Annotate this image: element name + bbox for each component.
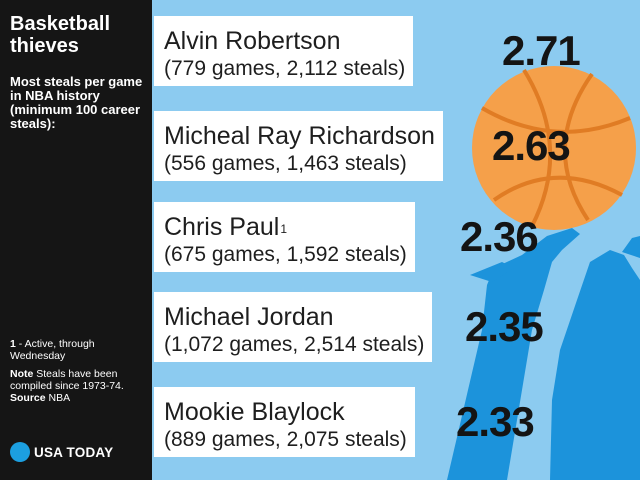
value-label: 2.63 bbox=[492, 122, 571, 169]
player-detail: (1,072 games, 2,514 steals) bbox=[164, 333, 425, 356]
footnote-marker: 1 bbox=[10, 338, 16, 350]
player-detail: (675 games, 1,592 steals) bbox=[164, 243, 407, 266]
player-name: Chris Paul1 bbox=[164, 213, 288, 241]
value-label: 2.35 bbox=[465, 303, 544, 350]
usa-today-logo-icon bbox=[10, 442, 30, 462]
note: Note Steals have been compiled since 197… bbox=[10, 368, 148, 404]
bar-row: Alvin Robertson (779 games, 2,112 steals) bbox=[154, 16, 413, 86]
note-label: Note bbox=[10, 368, 34, 380]
basketball-icon bbox=[472, 66, 636, 230]
usa-today-logo: USA TODAY bbox=[10, 442, 113, 462]
value-label: 2.36 bbox=[460, 213, 539, 260]
bar-row: Michael Jordan (1,072 games, 2,514 steals… bbox=[154, 292, 432, 362]
chart-title: Basketball thieves bbox=[10, 13, 111, 57]
chart-panel: Alvin Robertson (779 games, 2,112 steals)… bbox=[152, 0, 640, 480]
source-text: NBA bbox=[45, 392, 71, 404]
logo-text: USA TODAY bbox=[34, 444, 114, 460]
bar-row: Mookie Blaylock (889 games, 2,075 steals) bbox=[154, 387, 415, 457]
bar-row: Chris Paul1 (675 games, 1,592 steals) bbox=[154, 202, 415, 272]
source-label: Source bbox=[10, 392, 46, 404]
reaching-hands-icon bbox=[447, 228, 640, 480]
value-label: 2.33 bbox=[456, 398, 535, 445]
sidebar: Basketball thieves Most steals per game … bbox=[0, 0, 152, 480]
value-label: 2.71 bbox=[502, 27, 581, 74]
player-detail: (889 games, 2,075 steals) bbox=[164, 428, 407, 451]
player-name: Michael Jordan bbox=[164, 303, 334, 331]
footnote-text: - Active, through Wednesday bbox=[10, 338, 95, 362]
notes: 1 - Active, through Wednesday Note Steal… bbox=[10, 338, 148, 410]
bar-row: Micheal Ray Richardson (556 games, 1,463 … bbox=[154, 111, 443, 181]
player-name: Micheal Ray Richardson bbox=[164, 122, 435, 150]
player-name: Mookie Blaylock bbox=[164, 398, 345, 426]
footnote: 1 - Active, through Wednesday bbox=[10, 338, 148, 362]
chart-illustration bbox=[447, 66, 640, 480]
note-text: Steals have been compiled since 1973-74. bbox=[10, 368, 124, 392]
player-detail: (556 games, 1,463 steals) bbox=[164, 152, 407, 175]
player-name: Alvin Robertson bbox=[164, 27, 341, 55]
footnote-ref: 1 bbox=[280, 222, 288, 236]
player-detail: (779 games, 2,112 steals) bbox=[164, 57, 406, 80]
chart-subtitle: Most steals per game in NBA history (min… bbox=[10, 74, 143, 131]
